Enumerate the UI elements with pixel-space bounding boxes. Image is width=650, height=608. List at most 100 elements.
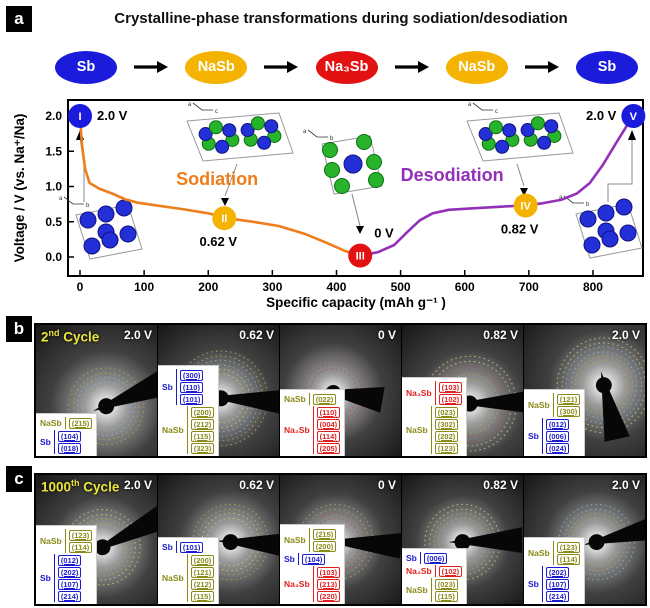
reflection-index: (121)	[190, 566, 215, 578]
reflection-index-box: NaSb (121) (300) Sb (012) (006) (024)	[524, 389, 586, 456]
marker-voltage-label: 2.0 V	[586, 108, 617, 123]
crystal-structure-inset: ab	[59, 196, 143, 260]
phase-name: Sb	[162, 382, 173, 392]
reflection-index: (1̅23)	[556, 541, 581, 553]
phase-name: NaSb	[528, 400, 550, 410]
x-tick-label: 700	[519, 280, 539, 294]
y-tick-label: 0.0	[45, 250, 62, 264]
reflection-group: Sb (104) (018)	[40, 430, 92, 454]
diffraction-rings	[67, 367, 157, 446]
phase-pill-label: NaSb	[197, 59, 235, 75]
axis-glyph-label: b	[86, 203, 90, 209]
reflection-group: Na₃Sb (110) (004) (114) (205)	[284, 406, 341, 454]
phase-name: NaSb	[406, 425, 428, 435]
reflection-group: NaSb (121) (300)	[528, 393, 581, 417]
reflection-items: (023) (302) (202) (123)	[430, 406, 459, 454]
phase-pill-label: Sb	[76, 59, 96, 75]
reflection-index: (110)	[179, 381, 203, 393]
crystal-structure-inset: ac	[186, 102, 294, 162]
phase-marker-numeral: II	[221, 213, 227, 225]
beam-stop	[93, 371, 157, 415]
reflection-index: (302)	[434, 418, 459, 430]
y-tick-label: 1.0	[45, 180, 62, 194]
beam-stop	[595, 371, 630, 442]
desodiation-curve	[358, 114, 635, 257]
phase-name: Sb	[162, 542, 173, 552]
phase-marker-I	[68, 104, 92, 128]
desodiation-label: Desodiation	[401, 165, 504, 185]
phase-name: Sb	[40, 437, 51, 447]
saed-image: 2.0 V NaSb (121) (300) Sb (012) (006) (024)	[524, 325, 645, 456]
saed-image: 0.62 V Sb (300) (110) (101) NaSb (200) (212) (11…	[158, 325, 279, 456]
reflection-group: NaSb (023) (115)	[406, 578, 462, 602]
reflection-index-box: NaSb (1̅23) (1̅14) Sb (202) (107) (214)	[524, 537, 586, 604]
reflection-index: (300)	[179, 369, 204, 381]
reflection-index: (107)	[57, 578, 82, 590]
y-tick-label: 0.5	[45, 215, 62, 229]
reflection-index: (018)	[57, 442, 82, 454]
reflection-index: (200)	[312, 540, 337, 552]
reflection-index: (006)	[423, 552, 448, 564]
saed-voltage-label: 2.0 V	[123, 478, 152, 492]
reflection-index: (212)	[190, 418, 215, 430]
x-tick-label: 600	[455, 280, 475, 294]
panel-c-label: c	[6, 466, 32, 492]
phase-pill-label: Sb	[597, 59, 617, 75]
reflection-group: Sb (006)	[406, 552, 462, 564]
phase-name: Sb	[528, 579, 539, 589]
reflection-group: NaSb (2̅15)	[40, 417, 93, 429]
axis-glyph-label: a	[59, 196, 63, 202]
diffraction-rings	[173, 350, 279, 447]
axis-glyph-label: b	[586, 202, 590, 208]
saed-voltage-label: 0 V	[377, 478, 396, 492]
reflection-index: (006)	[545, 430, 570, 442]
reflection-index: (202)	[57, 566, 82, 578]
reflection-index-box: NaSb (2̅15) (200) Sb (104) Na₃Sb (103) (213) (22…	[280, 524, 346, 604]
reflection-index: (2̅15)	[312, 528, 337, 540]
reflection-group: NaSb (022)	[284, 393, 340, 405]
reflection-index-box: Na₃Sb (103) (102) NaSb (023) (302) (202) (123)	[402, 377, 468, 456]
diffraction-rings	[64, 504, 157, 586]
reflection-items: (2̅15)	[64, 417, 93, 429]
reflection-items: (103) (102)	[434, 381, 463, 405]
reflection-index: (323)	[190, 442, 215, 454]
saed-voltage-label: 0.62 V	[239, 328, 274, 342]
reflection-group: Sb (104)	[284, 553, 340, 565]
reflection-group: NaSb (1̅23) (1̅14)	[40, 529, 93, 553]
phase-marker-V	[621, 104, 646, 128]
reflection-items: (104) (018)	[53, 430, 82, 454]
reflection-index: (101)	[179, 393, 204, 405]
saed-image: 0 V NaSb (2̅15) (200) Sb (104) Na₃Sb (103) (213)…	[280, 475, 401, 604]
axis-glyph-label: b	[330, 136, 334, 142]
reflection-index: (024)	[545, 442, 570, 454]
saed-image: 0 V NaSb (022) Na₃Sb (110) (004) (114) (205)	[280, 325, 401, 456]
phase-name: Na₃Sb	[284, 425, 310, 435]
reflection-index: (200)	[190, 406, 215, 418]
reflection-items: (012) (202) (107) (214)	[53, 554, 82, 602]
saed-voltage-label: 0.62 V	[239, 478, 274, 492]
phase-pill-label: Na₃Sb	[324, 59, 369, 75]
voltage-capacity-chart: 0 100 200 300 400 500 600 700 800 0.0 0.5 1.0 1.5 2.0…	[12, 99, 646, 310]
reflection-index: (213)	[316, 578, 341, 590]
phase-marker-numeral: IV	[520, 201, 531, 213]
reflection-index: (115)	[190, 430, 214, 442]
phase-pill: NaSb	[185, 50, 248, 84]
phase-name: NaSb	[162, 425, 184, 435]
y-tick-label: 1.5	[45, 144, 62, 158]
reflection-index: (1̅14)	[556, 553, 581, 565]
y-tick-label: 2.0	[45, 109, 62, 123]
reflection-index: (123)	[434, 442, 459, 454]
reflection-items: (006)	[419, 552, 448, 564]
reflection-index: (012)	[57, 554, 82, 566]
reflection-group: Sb (202) (107) (214)	[528, 566, 580, 602]
reflection-items: (1̅23) (1̅14)	[64, 529, 93, 553]
saed-image: 0.62 V Sb (101) NaSb (200) (121) (212) (115)	[158, 475, 279, 604]
saed-image: 2.0 V NaSb (1̅23) (1̅14) Sb (202) (107) (214)	[524, 475, 645, 604]
phase-sequence: Sb NaSb Na₃Sb NaSb Sb	[55, 46, 638, 88]
x-tick-label: 300	[262, 280, 282, 294]
reflection-items: (104)	[297, 553, 326, 565]
reflection-items: (1̅23) (1̅14)	[552, 541, 581, 565]
axis-glyph-label: a	[303, 129, 307, 135]
reflection-index: (121)	[556, 393, 581, 405]
